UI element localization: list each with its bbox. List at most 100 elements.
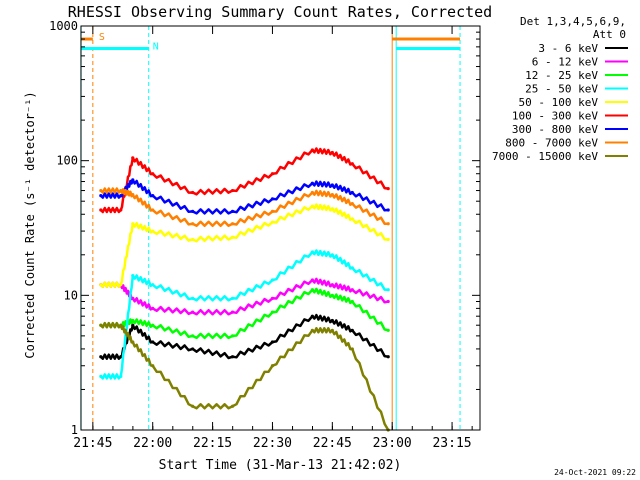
- series-point-50-100-kev-8: [330, 207, 334, 211]
- series-point-3-6-kev-1: [119, 355, 123, 359]
- series-point-7000-15000-kev-8: [330, 328, 334, 332]
- series-point-100-300-kev-4: [191, 190, 195, 195]
- series-point-50-100-kev-2: [131, 222, 135, 226]
- series-point-25-50-kev-9: [350, 266, 354, 270]
- series-point-6-12-kev-3: [151, 306, 155, 310]
- series-point-7000-15000-kev-0: [99, 323, 103, 327]
- series-point-50-100-kev-7: [310, 204, 314, 208]
- series-point-50-100-kev-9: [350, 217, 354, 221]
- flag-n-label: N: [153, 42, 159, 53]
- series-point-800-7000-kev-6: [270, 209, 275, 214]
- series-point-25-50-kev-10: [386, 288, 390, 292]
- series-point-7000-15000-kev-1: [119, 323, 123, 327]
- series-point-100-300-kev-2: [131, 156, 135, 160]
- x-tick-label-3: 22:30: [253, 436, 292, 451]
- series-point-100-300-kev-1: [119, 208, 123, 212]
- series-point-3-6-kev-6: [270, 340, 275, 344]
- series-point-3-6-kev-0: [99, 355, 103, 359]
- y-axis-label-group: Corrected Count Rate (s⁻¹ detector⁻¹): [23, 91, 37, 358]
- series-point-800-7000-kev-0: [99, 188, 103, 193]
- legend-label-6-12-kev: 6 - 12 keV: [532, 56, 599, 69]
- series-point-7000-15000-kev-7: [310, 328, 314, 332]
- series-point-300-800-kev-5: [230, 209, 235, 214]
- series-point-6-12-kev-5: [230, 310, 235, 314]
- series-point-25-50-kev-3: [151, 283, 155, 287]
- x-tick-label-6: 23:15: [432, 436, 471, 451]
- series-point-25-50-kev-5: [230, 296, 235, 300]
- series-point-50-100-kev-1: [119, 283, 123, 287]
- series-point-12-25-kev-9: [350, 299, 354, 304]
- series-point-6-12-kev-10: [386, 299, 390, 304]
- series-point-3-6-kev-9: [350, 328, 354, 332]
- legend-label-300-800-kev: 300 - 800 keV: [512, 123, 598, 136]
- series-point-7000-15000-kev-6: [270, 364, 275, 368]
- legend-header-line-1: Det 1,3,4,5,6,9,: [520, 15, 626, 28]
- chart-marks: SN: [80, 26, 461, 432]
- series-point-6-12-kev-9: [350, 288, 354, 292]
- series-point-25-50-kev-2: [131, 274, 135, 278]
- x-tick-label-4: 22:45: [313, 436, 352, 451]
- series-point-25-50-kev-1: [119, 374, 123, 379]
- series-point-300-800-kev-3: [151, 194, 155, 198]
- series-point-100-300-kev-3: [151, 172, 155, 176]
- series-point-3-6-kev-3: [151, 340, 155, 344]
- legend-label-12-25-kev: 12 - 25 keV: [525, 69, 598, 82]
- series-point-800-7000-kev-1: [119, 188, 123, 193]
- series-point-50-100-kev-5: [230, 235, 235, 239]
- series-point-3-6-kev-4: [191, 347, 195, 351]
- legend-label-25-50-kev: 25 - 50 keV: [525, 83, 598, 96]
- series-point-3-6-kev-8: [330, 318, 334, 323]
- series-point-100-300-kev-5: [230, 188, 235, 193]
- series-point-50-100-kev-10: [386, 237, 390, 242]
- series-point-800-7000-kev-3: [151, 208, 155, 212]
- series-point-7000-15000-kev-9: [350, 347, 354, 351]
- series-point-300-800-kev-8: [330, 183, 334, 187]
- plot-frame: [80, 25, 481, 431]
- series-point-800-7000-kev-4: [191, 222, 195, 226]
- series-point-300-800-kev-2: [131, 178, 135, 182]
- series-point-3-6-kev-2: [131, 323, 135, 327]
- series-point-6-12-kev-8: [330, 283, 334, 287]
- flag-s-label: S: [99, 32, 105, 43]
- legend-label-3-6-kev: 3 - 6 keV: [538, 42, 598, 55]
- series-point-50-100-kev-3: [151, 229, 155, 233]
- series-point-3-6-kev-5: [230, 355, 235, 359]
- series-point-800-7000-kev-10: [386, 222, 390, 226]
- chart-axes: 1 10 100 1000 21:45 22:00 22:15 22:30 22:45 23:00…: [49, 19, 481, 451]
- series-point-100-300-kev-0: [99, 208, 103, 212]
- legend-label-50-100-kev: 50 - 100 keV: [519, 96, 599, 109]
- y-axis-label: Corrected Count Rate (s⁻¹ detector⁻¹): [23, 91, 37, 358]
- series-point-25-50-kev-6: [270, 278, 275, 282]
- series-point-300-800-kev-0: [99, 194, 103, 198]
- series-point-300-800-kev-6: [270, 197, 275, 201]
- legend-label-800-7000-kev: 800 - 7000 keV: [505, 137, 598, 150]
- series-point-12-25-kev-6: [270, 310, 275, 314]
- series-point-300-800-kev-4: [191, 209, 195, 214]
- legend-header-line-2: Att 0: [593, 28, 626, 41]
- series-point-12-25-kev-4: [191, 334, 195, 338]
- series-point-12-25-kev-10: [386, 328, 390, 332]
- series-point-25-50-kev-7: [310, 250, 314, 254]
- series-point-6-12-kev-4: [191, 310, 195, 314]
- footer-timestamp: 24-Oct-2021 09:22: [554, 468, 636, 477]
- series-point-25-50-kev-4: [191, 296, 195, 300]
- series-point-12-25-kev-2: [131, 318, 135, 323]
- series-point-50-100-kev-0: [99, 283, 103, 287]
- series-point-7000-15000-kev-4: [191, 404, 195, 408]
- series-point-800-7000-kev-8: [330, 192, 334, 197]
- series-point-6-12-kev-2: [131, 296, 135, 300]
- series-point-12-25-kev-8: [330, 293, 334, 297]
- series-point-300-800-kev-7: [310, 181, 314, 185]
- y-tick-label-2: 100: [56, 154, 78, 168]
- series-point-7000-15000-kev-5: [230, 404, 235, 408]
- series-point-12-25-kev-7: [310, 288, 314, 292]
- series-point-3-6-kev-10: [386, 355, 390, 359]
- series-point-100-300-kev-7: [310, 148, 314, 152]
- series-point-100-300-kev-6: [270, 172, 275, 176]
- series-point-800-7000-kev-7: [310, 190, 314, 195]
- x-tick-label-5: 23:00: [373, 436, 412, 451]
- y-tick-label-0: 1: [71, 423, 78, 437]
- series-point-25-50-kev-0: [99, 374, 103, 379]
